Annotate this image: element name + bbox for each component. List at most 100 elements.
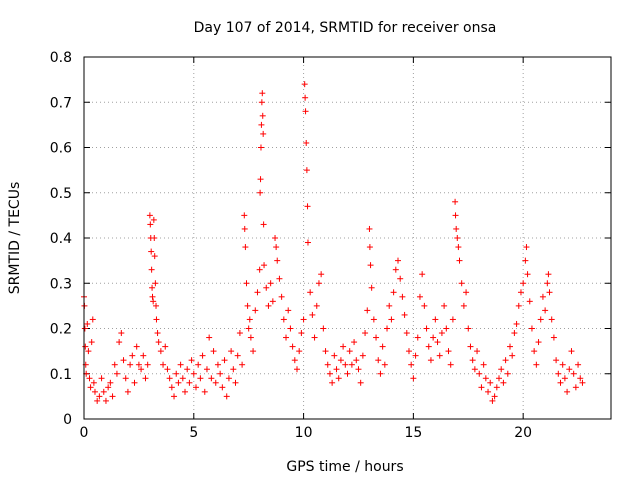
data-point <box>223 393 230 400</box>
data-point <box>403 330 410 337</box>
data-point <box>384 325 391 332</box>
data-point <box>526 298 533 305</box>
data-point <box>109 393 116 400</box>
data-point <box>289 343 296 350</box>
data-point <box>491 393 498 400</box>
data-point <box>100 388 107 395</box>
data-point <box>201 388 208 395</box>
data-point <box>493 384 500 391</box>
y-tick-label: 0.4 <box>50 231 72 247</box>
x-tick-label: 10 <box>295 425 313 441</box>
data-point <box>441 302 448 309</box>
data-point <box>124 388 131 395</box>
data-point <box>502 357 509 364</box>
data-point <box>561 375 568 382</box>
data-point <box>432 316 439 323</box>
data-point <box>303 167 310 174</box>
data-point <box>258 121 265 128</box>
data-point <box>171 393 178 400</box>
data-point <box>175 379 182 386</box>
data-point <box>412 352 419 359</box>
data-point <box>254 289 261 296</box>
data-point <box>539 293 546 300</box>
data-point <box>386 302 393 309</box>
data-point <box>513 320 520 327</box>
data-point <box>219 384 226 391</box>
data-point <box>500 379 507 386</box>
data-point <box>381 361 388 368</box>
data-point <box>315 280 322 287</box>
data-point <box>90 379 97 386</box>
data-point <box>408 361 415 368</box>
data-point <box>242 244 249 251</box>
data-point <box>116 339 123 346</box>
data-point <box>414 334 421 341</box>
data-point <box>245 325 252 332</box>
data-point <box>416 293 423 300</box>
data-point <box>241 225 248 232</box>
data-point <box>230 366 237 373</box>
data-point <box>564 388 571 395</box>
data-point <box>504 370 511 377</box>
data-point <box>133 343 140 350</box>
data-point <box>300 316 307 323</box>
data-point <box>155 339 162 346</box>
data-point <box>144 361 151 368</box>
x-tick-label: 0 <box>80 425 89 441</box>
data-point <box>228 348 235 355</box>
data-point <box>559 361 566 368</box>
data-point <box>452 198 459 205</box>
data-point <box>151 235 158 241</box>
data-point <box>346 348 353 355</box>
y-tick-label: 0 <box>63 412 72 428</box>
data-point <box>85 348 92 355</box>
data-point <box>88 339 95 346</box>
data-point <box>485 388 492 395</box>
data-point <box>566 366 573 373</box>
data-points <box>81 81 586 404</box>
data-point <box>335 375 342 382</box>
data-point <box>148 248 155 255</box>
data-point <box>225 375 232 382</box>
data-point <box>267 280 274 287</box>
data-point <box>278 293 285 300</box>
data-point <box>370 316 377 323</box>
data-point <box>311 334 318 341</box>
data-point <box>340 343 347 350</box>
data-point <box>243 280 250 287</box>
data-point <box>555 370 562 377</box>
data-point <box>480 361 487 368</box>
data-point <box>434 339 441 346</box>
data-point <box>397 275 404 282</box>
data-point <box>351 339 358 346</box>
data-point <box>199 352 206 359</box>
data-point <box>206 334 213 341</box>
data-point <box>395 257 402 264</box>
data-point <box>89 316 96 323</box>
data-point <box>182 388 189 395</box>
data-point <box>157 348 164 355</box>
x-tick-label: 15 <box>404 425 422 441</box>
data-point <box>467 343 474 350</box>
y-tick-label: 0.1 <box>50 367 72 383</box>
data-point <box>184 366 191 373</box>
data-point <box>142 375 149 382</box>
data-point <box>458 280 465 287</box>
data-point <box>148 266 155 273</box>
data-point <box>120 357 127 364</box>
data-point <box>151 253 158 260</box>
data-point <box>210 348 217 355</box>
data-point <box>570 370 577 377</box>
data-point <box>244 302 251 309</box>
data-point <box>263 284 270 291</box>
data-point <box>153 302 160 309</box>
data-point <box>366 225 373 232</box>
data-point <box>301 81 308 88</box>
data-point <box>546 289 553 296</box>
data-point <box>436 352 443 359</box>
data-point <box>260 221 267 228</box>
data-point <box>91 388 98 395</box>
data-point <box>246 316 253 323</box>
data-point <box>522 257 529 264</box>
